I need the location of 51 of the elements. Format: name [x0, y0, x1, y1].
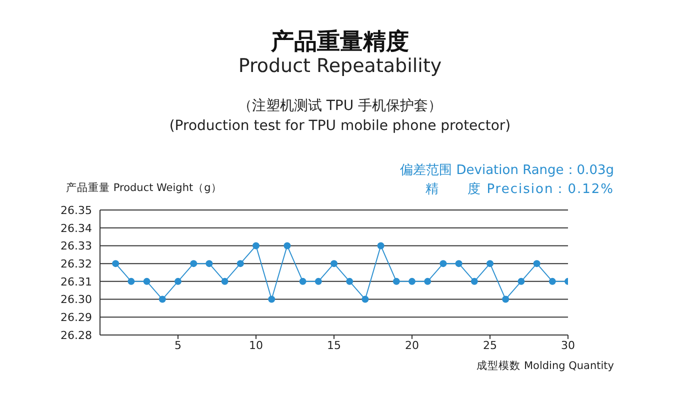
point: [268, 296, 276, 303]
point: [330, 260, 338, 268]
x-tick-label: 5: [174, 338, 182, 352]
x-tick-label: 20: [405, 338, 419, 352]
point: [455, 260, 462, 268]
y-tick-label: 26.28: [60, 328, 92, 342]
point: [470, 278, 478, 285]
point: [236, 260, 244, 268]
text: 精 度 Precision：0.12%: [426, 181, 614, 198]
x-tick-label: 15: [327, 338, 341, 352]
point: [533, 260, 540, 268]
point: [518, 278, 525, 285]
y-axis-title: 产品重量 Product Weight（g）: [66, 181, 222, 195]
y-tick-label: 26.34: [60, 222, 92, 235]
point: [346, 278, 354, 285]
y-tick-label: 26.33: [60, 240, 92, 253]
point: [299, 278, 306, 285]
y-tick-label: 26.29: [60, 311, 92, 324]
point: [486, 260, 494, 268]
point: [252, 242, 260, 250]
point: [206, 260, 213, 268]
y-tick-label: 26.35: [60, 204, 92, 217]
x-tick-label: 10: [249, 338, 263, 352]
point: [143, 278, 150, 285]
x-tick-label: 30: [561, 338, 575, 352]
point: [190, 260, 198, 268]
text: （注塑机测试 TPU 手机保护套）: [236, 97, 444, 115]
point: [424, 278, 432, 285]
point: [392, 278, 400, 285]
y-tick-label: 26.31: [60, 275, 92, 288]
point: [174, 278, 182, 285]
point: [440, 260, 447, 268]
y-tick-label: 26.32: [60, 257, 92, 270]
point: [548, 278, 556, 285]
x-axis-title: 成型模数 Molding Quantity: [476, 359, 614, 373]
point: [284, 242, 291, 250]
point: [314, 278, 322, 285]
point: [112, 260, 120, 268]
chart-title: 产品重量精度: [270, 28, 410, 57]
y-tick-label: 26.30: [60, 293, 92, 306]
point: [502, 296, 510, 303]
point: [128, 278, 135, 285]
chart-subtitle: Product Repeatability: [237, 55, 443, 77]
text: 偏差范围 Deviation Range：0.03g: [400, 162, 614, 179]
point: [362, 296, 369, 303]
point: [408, 278, 416, 285]
point: [158, 296, 166, 303]
text: (Production test for TPU mobile phone protector): [168, 118, 512, 134]
point: [377, 242, 384, 250]
point: [221, 278, 228, 285]
x-tick-label: 25: [483, 338, 497, 352]
